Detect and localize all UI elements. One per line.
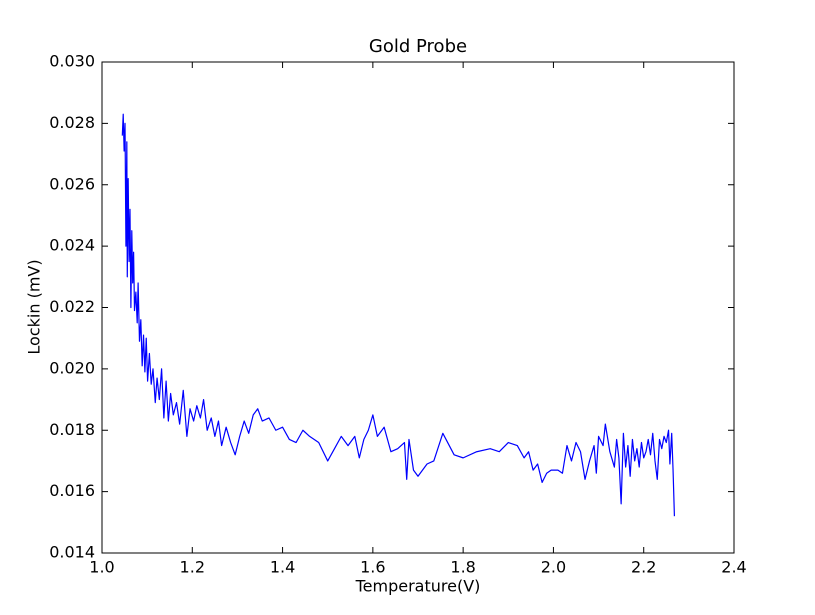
y-tick-label: 0.030	[49, 52, 95, 71]
y-tick-label: 0.014	[49, 543, 95, 562]
y-tick-label: 0.028	[49, 113, 95, 132]
y-tick-label: 0.020	[49, 358, 95, 377]
chart-title: Gold Probe	[369, 36, 467, 57]
x-tick-label: 1.8	[450, 558, 475, 577]
y-tick-label: 0.016	[49, 481, 95, 500]
data-line	[121, 113, 676, 517]
y-tick-label: 0.018	[49, 420, 95, 439]
y-tick-label: 0.026	[49, 174, 95, 193]
plot-frame	[101, 61, 735, 554]
y-tick-label: 0.022	[49, 297, 95, 316]
y-axis-label: Lockin (mV)	[25, 259, 44, 354]
x-tick-label: 2.2	[631, 558, 656, 577]
x-axis-label: Temperature(V)	[355, 577, 481, 596]
x-tick-label: 2.0	[541, 558, 566, 577]
x-tick-label: 1.6	[360, 558, 385, 577]
x-tick-label: 1.2	[180, 558, 205, 577]
x-tick-label: 1.4	[270, 558, 295, 577]
y-tick-label: 0.024	[49, 236, 95, 255]
x-tick-label: 2.4	[721, 558, 746, 577]
x-tick-label: 1.0	[89, 558, 114, 577]
